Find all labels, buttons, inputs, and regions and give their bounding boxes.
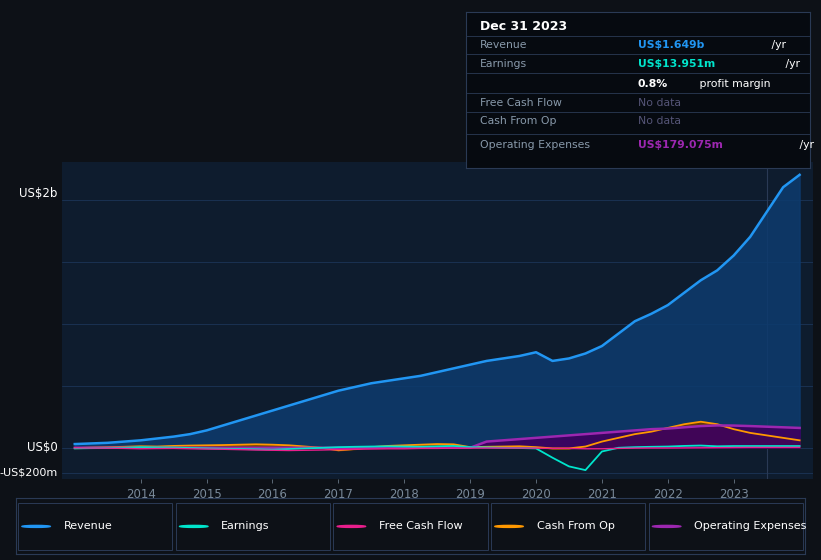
- Text: Revenue: Revenue: [480, 40, 528, 50]
- Text: No data: No data: [638, 116, 681, 127]
- Circle shape: [337, 525, 365, 528]
- Text: Revenue: Revenue: [64, 521, 112, 531]
- Text: US$179.075m: US$179.075m: [638, 139, 722, 150]
- Circle shape: [22, 525, 50, 528]
- Text: Free Cash Flow: Free Cash Flow: [379, 521, 462, 531]
- Text: Operating Expenses: Operating Expenses: [695, 521, 806, 531]
- Text: US$0: US$0: [27, 441, 57, 454]
- Text: /yr: /yr: [796, 139, 814, 150]
- Text: Earnings: Earnings: [222, 521, 270, 531]
- Text: 0.8%: 0.8%: [638, 79, 668, 89]
- Text: -US$200m: -US$200m: [0, 468, 57, 478]
- Text: US$1.649b: US$1.649b: [638, 40, 704, 50]
- Circle shape: [495, 525, 523, 528]
- Text: Cash From Op: Cash From Op: [537, 521, 614, 531]
- Text: Free Cash Flow: Free Cash Flow: [480, 97, 562, 108]
- Text: Cash From Op: Cash From Op: [480, 116, 557, 127]
- Text: US$2b: US$2b: [19, 186, 57, 199]
- Text: Earnings: Earnings: [480, 59, 527, 69]
- Text: Operating Expenses: Operating Expenses: [480, 139, 590, 150]
- Circle shape: [180, 525, 208, 528]
- Text: /yr: /yr: [782, 59, 800, 69]
- Text: Dec 31 2023: Dec 31 2023: [480, 20, 567, 33]
- Text: No data: No data: [638, 97, 681, 108]
- Text: profit margin: profit margin: [695, 79, 770, 89]
- Circle shape: [653, 525, 681, 528]
- Text: US$13.951m: US$13.951m: [638, 59, 715, 69]
- Text: /yr: /yr: [768, 40, 786, 50]
